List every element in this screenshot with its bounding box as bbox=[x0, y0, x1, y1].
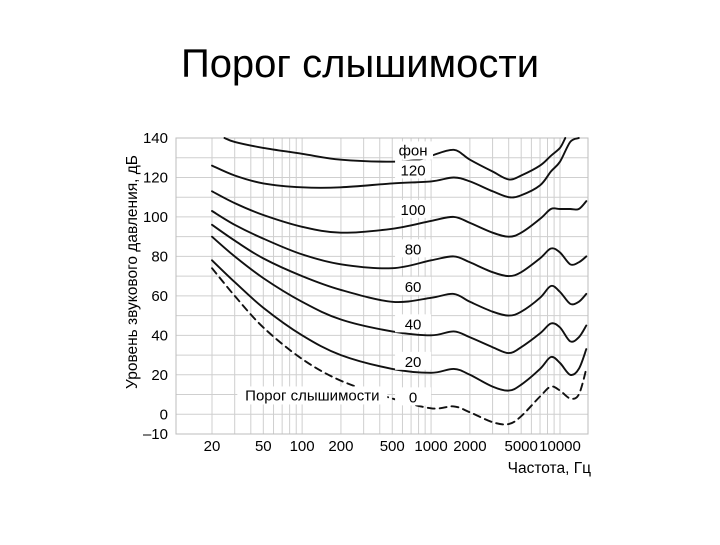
loudness-curve-120 bbox=[211, 137, 580, 199]
curve-label-background bbox=[395, 351, 432, 370]
curve-label-background bbox=[395, 199, 432, 218]
unit-label-background bbox=[393, 141, 434, 160]
loudness-curve-20 bbox=[211, 259, 588, 392]
series-lines bbox=[211, 137, 588, 426]
y-tick-label: –10 bbox=[143, 426, 168, 443]
curve-label: 0 bbox=[409, 389, 417, 406]
curve-label-background bbox=[395, 314, 432, 333]
y-tick-label: 120 bbox=[143, 169, 168, 186]
x-tick-label: 10000 bbox=[539, 438, 581, 455]
x-tick-label: 50 bbox=[255, 438, 272, 455]
y-tick-label: 140 bbox=[143, 130, 168, 147]
curve-label-background bbox=[395, 160, 432, 179]
y-tick-label: 100 bbox=[143, 209, 168, 226]
x-tick-label: 500 bbox=[380, 438, 405, 455]
x-tick-label: 200 bbox=[328, 438, 353, 455]
curve-label: 60 bbox=[405, 279, 422, 296]
curve-label: 120 bbox=[401, 162, 426, 179]
y-tick-label: 80 bbox=[151, 248, 168, 265]
x-axis-label: Частота, Гц bbox=[508, 460, 591, 477]
curve-label: 100 bbox=[401, 202, 426, 219]
loudness-curve-60 bbox=[211, 223, 588, 317]
y-tick-label: 40 bbox=[151, 327, 168, 344]
loudness-curve-40 bbox=[211, 235, 588, 355]
unit-label: фон bbox=[399, 142, 428, 159]
curve-label-background bbox=[395, 239, 432, 258]
y-tick-label: 20 bbox=[151, 367, 168, 384]
x-tick-label: 100 bbox=[290, 438, 315, 455]
loudness-curve-100 bbox=[211, 190, 588, 238]
curve-label: 20 bbox=[405, 354, 422, 371]
x-tick-label: 20 bbox=[204, 438, 221, 455]
curve-label: 40 bbox=[405, 316, 422, 333]
x-tick-label: 2000 bbox=[453, 438, 486, 455]
x-tick-labels: 20 50 100 200 500 1000 2000 5000 10000 bbox=[204, 438, 581, 455]
x-tick-label: 1000 bbox=[414, 438, 447, 455]
curve-labels: 0 20 40 60 80 100 120 фон Порог слышимости bbox=[237, 141, 434, 406]
plot-frame bbox=[175, 137, 589, 435]
slide-title: Порог слышимости bbox=[180, 42, 540, 86]
loudness-curve-upper bbox=[223, 137, 567, 181]
annotation-background bbox=[237, 386, 388, 405]
x-tick-label: 5000 bbox=[504, 438, 537, 455]
loudness-curve-0 bbox=[211, 267, 588, 426]
loudness-curve-80 bbox=[211, 210, 588, 278]
curve-label: 80 bbox=[405, 241, 422, 258]
y-axis-label: Уровень звукового давления, дБ bbox=[124, 155, 141, 389]
curve-label-background bbox=[395, 387, 432, 406]
threshold-annotation: Порог слышимости bbox=[245, 387, 379, 404]
y-tick-label: 0 bbox=[160, 406, 168, 423]
y-tick-label: 60 bbox=[151, 288, 168, 305]
y-tick-labels: 140 120 100 80 60 40 20 0 –10 bbox=[143, 130, 168, 443]
curve-label-background bbox=[395, 276, 432, 295]
